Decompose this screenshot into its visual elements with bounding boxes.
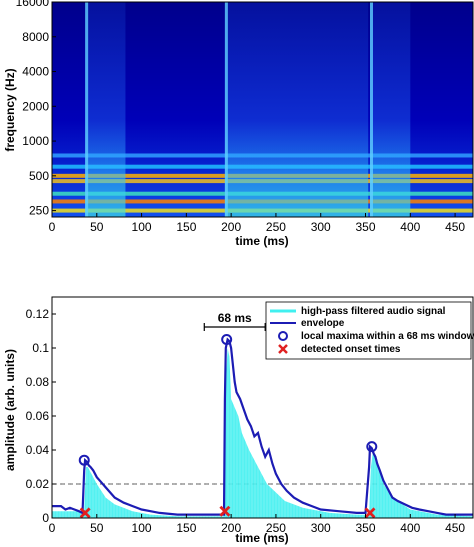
legend-item-onsets: detected onset times: [278, 344, 401, 355]
amplitude-x-label: time (ms): [235, 531, 288, 545]
spectrogram-x-tick-label: 450: [445, 220, 465, 234]
signal-series: [52, 298, 473, 518]
onset-edge: [369, 2, 373, 217]
onset-burst: [224, 2, 369, 217]
onset-burst: [369, 2, 411, 217]
local-maximum-marker: [366, 441, 378, 453]
spectrogram-x-tick-label: 350: [355, 220, 375, 234]
onset-marker-stroke-b: [364, 507, 376, 519]
spectrogram-y-tick-label: 2000: [22, 99, 49, 113]
amplitude-x-tick-label: 50: [90, 521, 104, 535]
spectrogram-x-label: time (ms): [235, 234, 288, 248]
spectrogram: 0 50 100 150 200 250 300 350 400 450 250 500 1000 20…: [3, 0, 474, 248]
onset-marker-stroke-b: [219, 505, 231, 517]
spectrogram-y-tick-label: 1000: [22, 134, 49, 148]
signal-area: [52, 348, 473, 518]
onset-marker-stroke-b: [79, 507, 91, 519]
onset-burst: [85, 2, 126, 217]
amplitude-x-tick-label: 250: [266, 521, 286, 535]
amplitude-x-tick-label: 150: [176, 521, 196, 535]
spectrogram-x-tick-label: 200: [221, 220, 241, 234]
spectrogram-y-tick-label: 16000: [16, 0, 50, 9]
amplitude-frame: [51, 296, 474, 519]
amplitude-x-tick-label: 350: [355, 521, 375, 535]
legend-item-signal: high-pass filtered audio signal: [270, 306, 446, 317]
amplitude-x-ticks: 0 50 100 150 200 250 300 350 400 450: [49, 514, 465, 535]
legend-swatch-onsets: [278, 344, 288, 354]
spectrogram-y-ticks: 250 500 1000 2000 4000 8000 16000: [16, 0, 56, 218]
legend-swatch-maxima: [278, 331, 288, 341]
window-label: 68 ms: [218, 311, 252, 325]
legend-label-maxima: local maxima within a 68 ms window: [301, 331, 474, 342]
envelope-line: [52, 337, 473, 516]
spectrogram-onset-bursts: [85, 2, 411, 217]
amplitude-x-tick-label: 300: [311, 521, 331, 535]
local-maximum-marker: [78, 454, 90, 466]
spectrogram-y-tick-label: 500: [29, 169, 49, 183]
spectrogram-x-tick-label: 300: [311, 220, 331, 234]
spectrogram-x-tick-label: 0: [49, 220, 56, 234]
amplitude-y-tick-label: 0.08: [26, 375, 50, 389]
spectrogram-frame: [51, 1, 474, 218]
legend-item-envelope: envelope: [270, 318, 345, 329]
amplitude-x-tick-label: 400: [400, 521, 420, 535]
spectrogram-x-tick-label: 50: [90, 220, 104, 234]
legend-label-envelope: envelope: [301, 318, 345, 329]
spectrogram-y-label: frequency (Hz): [3, 68, 17, 151]
amplitude-y-tick-label: 0.04: [26, 443, 50, 457]
amplitude-y-tick-label: 0: [42, 511, 49, 525]
local-maxima-series: [78, 334, 378, 466]
amplitude-x-tick-label: 0: [49, 521, 56, 535]
legend-box: [265, 301, 472, 360]
spectrogram-x-tick-label: 250: [266, 220, 286, 234]
amplitude-x-tick-label: 100: [132, 521, 152, 535]
legend-item-maxima: local maxima within a 68 ms window: [278, 331, 474, 342]
spectrogram-y-tick-label: 4000: [22, 65, 49, 79]
amplitude-y-ticks: 0 0.02 0.04 0.06 0.08 0.1 0.12: [26, 307, 56, 525]
amplitude-plot: 0 50 100 150 200 250 300 350 400 450 0 0.02 0.04 0.0…: [3, 296, 474, 545]
spectrogram-x-tick-label: 100: [132, 220, 152, 234]
envelope-series: [52, 337, 473, 516]
spectrogram-x-tick-label: 150: [176, 220, 196, 234]
amplitude-y-tick-label: 0.1: [32, 341, 49, 355]
onset-edge: [224, 2, 228, 217]
spectrogram-y-tick-label: 8000: [22, 30, 49, 44]
spectrogram-y-tick-label: 250: [29, 204, 49, 218]
onset-series: [79, 505, 376, 519]
amplitude-x-tick-label: 450: [445, 521, 465, 535]
legend-label-onsets: detected onset times: [301, 344, 401, 355]
amplitude-y-tick-label: 0.12: [26, 307, 50, 321]
amplitude-y-tick-label: 0.06: [26, 409, 50, 423]
spectrogram-x-tick-label: 400: [400, 220, 420, 234]
amplitude-y-label: amplitude (arb. units): [3, 349, 17, 471]
amplitude-x-tick-label: 200: [221, 521, 241, 535]
window-bracket: 68 ms: [203, 311, 266, 331]
onset-edge: [85, 2, 89, 217]
legend-label-signal: high-pass filtered audio signal: [301, 306, 446, 317]
legend: high-pass filtered audio signal envelope…: [265, 301, 474, 360]
amplitude-y-tick-label: 0.02: [26, 477, 50, 491]
spectrogram-x-ticks: 0 50 100 150 200 250 300 350 400 450: [49, 213, 465, 234]
local-maximum-marker: [221, 334, 233, 345]
